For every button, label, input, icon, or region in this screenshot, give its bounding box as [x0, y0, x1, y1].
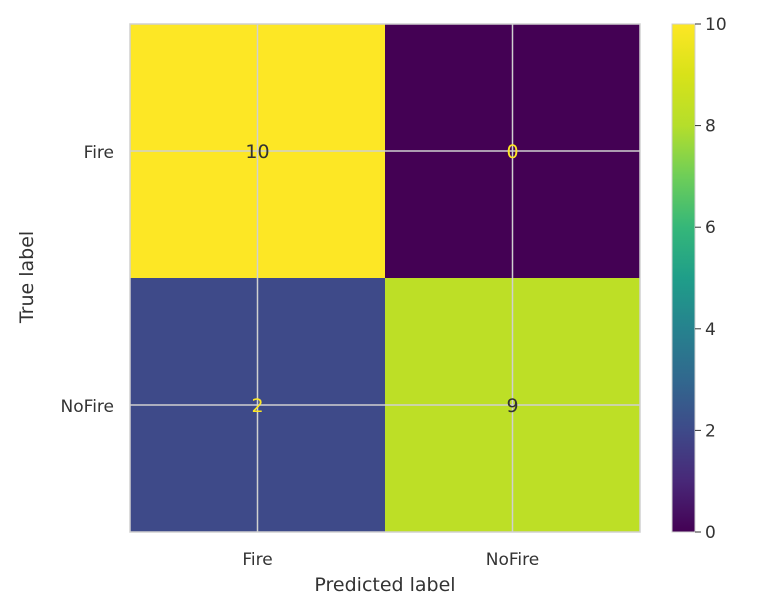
cell-fire-fire-value: 10 — [245, 141, 269, 163]
y-tick-labels: Fire NoFire — [61, 143, 114, 417]
colorbar-tick-label: 6 — [705, 218, 716, 238]
grid-lines — [130, 24, 640, 532]
cell-nofire-nofire-value: 9 — [506, 395, 518, 417]
colorbar-tick-label: 2 — [705, 421, 716, 441]
colorbar-tick-label: 10 — [705, 15, 727, 35]
colorbar — [671, 23, 696, 533]
cell-nofire-fire-value: 2 — [251, 395, 263, 417]
colorbar-tick-label: 4 — [705, 320, 716, 340]
x-tick-labels: Fire NoFire — [242, 550, 539, 570]
colorbar-tick-label: 0 — [705, 523, 716, 543]
x-tick-nofire: NoFire — [486, 550, 539, 570]
x-tick-fire: Fire — [242, 550, 272, 570]
y-tick-nofire: NoFire — [61, 397, 114, 417]
y-tick-fire: Fire — [84, 143, 114, 163]
cell-value-labels: 10 0 2 9 — [245, 141, 518, 417]
plot-frame — [129, 23, 641, 533]
cell-fire-nofire-value: 0 — [506, 141, 518, 163]
matrix-cells — [130, 24, 640, 532]
y-axis-label: True label — [16, 231, 38, 324]
colorbar-tick-label: 8 — [705, 117, 716, 137]
x-axis-label: Predicted label — [314, 574, 455, 596]
colorbar-ticks: 0 2 4 6 8 10 — [695, 15, 727, 543]
